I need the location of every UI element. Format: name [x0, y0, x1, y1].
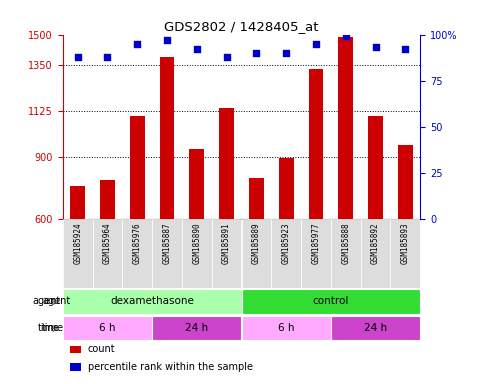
- Bar: [152, 316, 242, 340]
- Bar: [63, 219, 93, 288]
- Point: [193, 46, 201, 52]
- Bar: [219, 108, 234, 219]
- Bar: [361, 219, 390, 288]
- Bar: [398, 145, 413, 219]
- Bar: [301, 219, 331, 288]
- Text: GSM185924: GSM185924: [73, 222, 82, 264]
- Bar: [93, 219, 122, 288]
- Bar: [331, 316, 420, 340]
- Text: GSM185893: GSM185893: [401, 222, 410, 264]
- Text: GSM185888: GSM185888: [341, 222, 350, 264]
- Bar: [63, 316, 152, 340]
- Bar: [368, 116, 383, 219]
- Text: GSM185976: GSM185976: [133, 222, 142, 264]
- Bar: [338, 36, 353, 219]
- Text: GSM185891: GSM185891: [222, 222, 231, 264]
- Bar: [130, 116, 145, 219]
- Bar: [242, 219, 271, 288]
- Text: time: time: [42, 323, 64, 333]
- Bar: [152, 219, 182, 288]
- Bar: [70, 363, 81, 371]
- Point: [282, 50, 290, 56]
- Text: percentile rank within the sample: percentile rank within the sample: [88, 362, 253, 372]
- Point: [163, 37, 171, 43]
- Bar: [100, 180, 115, 219]
- Point: [401, 46, 409, 52]
- Text: time: time: [38, 323, 60, 333]
- Point: [342, 33, 350, 40]
- Bar: [159, 57, 174, 219]
- Bar: [249, 178, 264, 219]
- Text: GSM185977: GSM185977: [312, 222, 320, 264]
- Text: 6 h: 6 h: [278, 323, 295, 333]
- Text: 24 h: 24 h: [185, 323, 208, 333]
- Text: GSM185892: GSM185892: [371, 222, 380, 264]
- Bar: [242, 316, 331, 340]
- Text: count: count: [88, 344, 115, 354]
- Text: agent: agent: [42, 296, 70, 306]
- Title: GDS2802 / 1428405_at: GDS2802 / 1428405_at: [164, 20, 319, 33]
- Point: [253, 50, 260, 56]
- Point: [312, 41, 320, 47]
- Bar: [309, 70, 324, 219]
- Text: 6 h: 6 h: [99, 323, 116, 333]
- Point: [133, 41, 141, 47]
- Bar: [279, 159, 294, 219]
- Bar: [70, 346, 81, 353]
- Text: GSM185890: GSM185890: [192, 222, 201, 264]
- Point: [372, 45, 380, 51]
- Point: [104, 54, 112, 60]
- Text: GSM185889: GSM185889: [252, 222, 261, 264]
- Text: GSM185887: GSM185887: [163, 222, 171, 264]
- Bar: [212, 219, 242, 288]
- Bar: [189, 149, 204, 219]
- Text: 24 h: 24 h: [364, 323, 387, 333]
- Text: GSM185923: GSM185923: [282, 222, 291, 264]
- Text: GSM185964: GSM185964: [103, 222, 112, 264]
- Bar: [63, 290, 242, 313]
- Text: control: control: [313, 296, 349, 306]
- Bar: [182, 219, 212, 288]
- Bar: [122, 219, 152, 288]
- Text: dexamethasone: dexamethasone: [110, 296, 194, 306]
- Text: agent: agent: [32, 296, 60, 306]
- Bar: [331, 219, 361, 288]
- Bar: [271, 219, 301, 288]
- Point: [74, 54, 82, 60]
- Bar: [390, 219, 420, 288]
- Bar: [70, 186, 85, 219]
- Point: [223, 54, 230, 60]
- Bar: [242, 290, 420, 313]
